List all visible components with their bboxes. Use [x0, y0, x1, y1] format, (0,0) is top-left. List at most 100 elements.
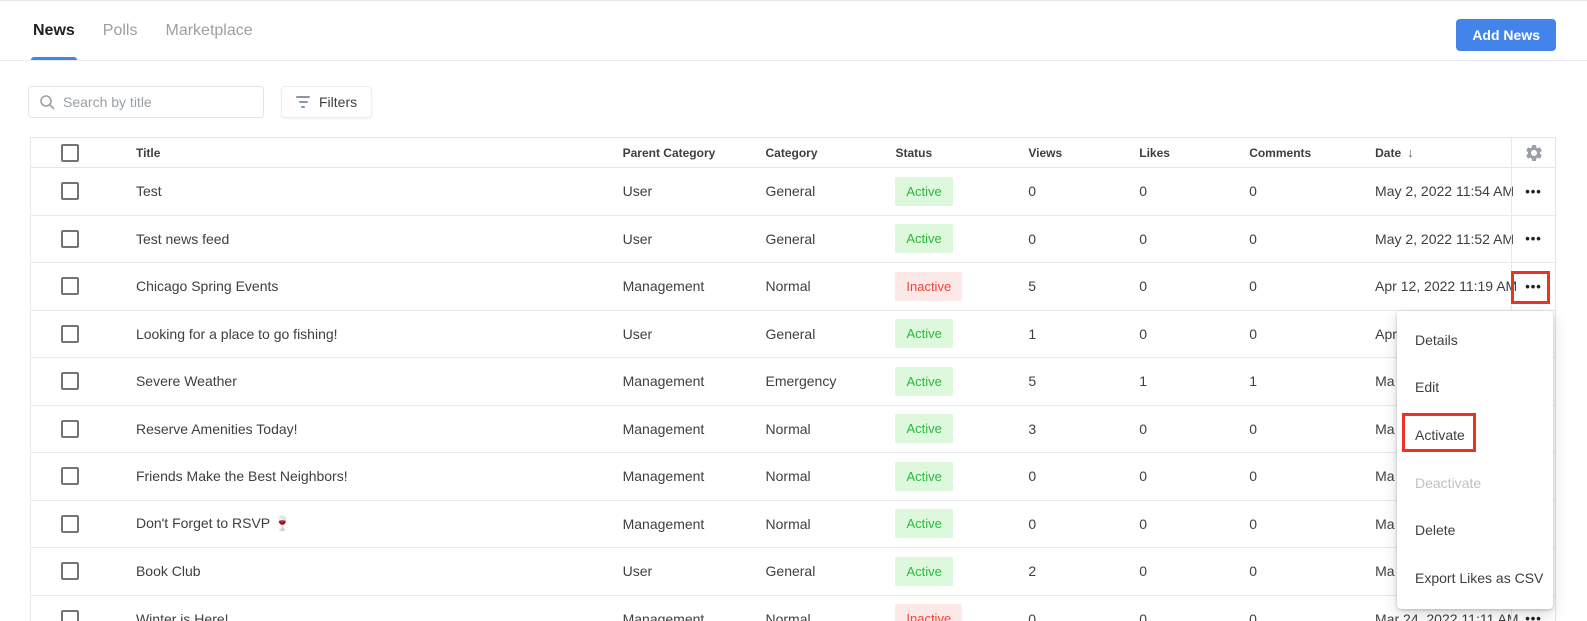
row-checkbox[interactable] — [61, 324, 79, 343]
add-news-button[interactable]: Add News — [1456, 19, 1556, 51]
row-date: Ma — [1375, 373, 1395, 390]
table-body: Test User General Active 0 0 0 May 2, 20… — [31, 168, 1555, 621]
row-parent-category: User — [622, 563, 653, 580]
row-checkbox[interactable] — [61, 277, 79, 296]
table-row[interactable]: Looking for a place to go fishing! User … — [31, 310, 1555, 358]
row-category: General — [765, 325, 816, 342]
status-badge: Active — [895, 176, 953, 206]
row-checkbox-cell — [31, 467, 136, 486]
gear-icon[interactable] — [1524, 143, 1544, 163]
row-status-cell: Inactive — [895, 604, 1028, 621]
tab-polls[interactable]: Polls — [102, 21, 138, 39]
row-comments: 0 — [1249, 325, 1257, 342]
row-title: Severe Weather — [135, 373, 237, 390]
row-views: 0 — [1028, 183, 1037, 200]
filters-button[interactable]: Filters — [281, 86, 373, 118]
table-row[interactable]: Don't Forget to RSVP 🍷 Management Normal… — [31, 500, 1555, 548]
row-checkbox[interactable] — [61, 229, 79, 248]
menu-item-delete[interactable]: Delete — [1415, 522, 1456, 539]
sort-desc-icon: ↓ — [1407, 145, 1414, 160]
select-all-checkbox[interactable] — [61, 143, 79, 162]
row-title: Chicago Spring Events — [135, 278, 279, 295]
row-title: Looking for a place to go fishing! — [135, 325, 338, 342]
row-views: 5 — [1028, 373, 1037, 390]
row-checkbox-cell — [31, 419, 136, 438]
row-checkbox-cell — [31, 324, 136, 343]
row-checkbox[interactable] — [61, 562, 79, 581]
row-comments: 0 — [1249, 230, 1257, 247]
menu-item-export-likes-as-csv[interactable]: Export Likes as CSV — [1415, 569, 1544, 586]
search-box[interactable] — [28, 86, 264, 118]
row-checkbox-cell — [31, 562, 136, 581]
search-input[interactable] — [63, 94, 253, 110]
row-title: Reserve Amenities Today! — [135, 420, 298, 437]
row-comments: 1 — [1249, 373, 1257, 390]
row-menu-button[interactable]: ••• — [1525, 278, 1542, 294]
row-actions-cell: ••• — [1511, 263, 1555, 310]
tab-news[interactable]: News — [31, 1, 77, 60]
table-row[interactable]: Reserve Amenities Today! Management Norm… — [31, 405, 1555, 453]
row-likes: 0 — [1139, 183, 1147, 200]
row-likes: 0 — [1139, 563, 1148, 580]
table-row[interactable]: Friends Make the Best Neighbors! Managem… — [31, 453, 1555, 501]
menu-item-edit[interactable]: Edit — [1415, 379, 1440, 396]
row-comments: 0 — [1249, 278, 1257, 295]
column-header-date[interactable]: Date ↓ — [1375, 145, 1414, 160]
row-status-cell: Active — [895, 461, 1028, 491]
status-badge: Active — [895, 366, 953, 396]
row-likes: 0 — [1139, 230, 1147, 247]
news-table: Title Parent Category Category Status Vi… — [30, 137, 1556, 621]
row-menu-button[interactable]: ••• — [1525, 231, 1542, 247]
table-header-row: Title Parent Category Category Status Vi… — [31, 138, 1555, 168]
row-comments: 0 — [1249, 468, 1257, 485]
filters-label: Filters — [319, 94, 358, 110]
row-date: Ma — [1375, 468, 1395, 485]
row-date: Apr — [1375, 325, 1397, 342]
status-badge: Active — [895, 319, 953, 349]
row-parent-category: Management — [622, 515, 705, 532]
row-date: Ma — [1375, 563, 1395, 580]
row-checkbox[interactable] — [61, 514, 79, 533]
menu-item-activate[interactable]: Activate — [1415, 426, 1465, 443]
row-comments: 0 — [1249, 420, 1257, 437]
row-actions-cell: ••• — [1511, 168, 1555, 215]
table-row[interactable]: Book Club User General Active 2 0 0 Ma •… — [31, 548, 1555, 596]
table-row[interactable]: Test User General Active 0 0 0 May 2, 20… — [31, 168, 1555, 216]
table-row[interactable]: Severe Weather Management Emergency Acti… — [31, 358, 1555, 406]
column-header-likes: Likes — [1139, 145, 1170, 160]
row-views: 5 — [1028, 278, 1037, 295]
row-parent-category: User — [622, 183, 653, 200]
row-comments: 0 — [1249, 183, 1257, 200]
row-menu-button[interactable]: ••• — [1525, 611, 1542, 621]
table-row[interactable]: Chicago Spring Events Management Normal … — [31, 263, 1555, 311]
row-likes: 0 — [1139, 278, 1147, 295]
row-status-cell: Active — [895, 319, 1028, 349]
status-badge: Active — [895, 509, 953, 539]
row-checkbox[interactable] — [61, 609, 79, 621]
row-checkbox[interactable] — [61, 419, 79, 438]
row-likes: 0 — [1139, 468, 1148, 485]
row-likes: 0 — [1139, 420, 1148, 437]
table-row[interactable]: Test news feed User General Active 0 0 0… — [31, 215, 1555, 263]
tab-marketplace[interactable]: Marketplace — [165, 21, 253, 39]
table-row[interactable]: Winter is Here! Management Normal Inacti… — [31, 595, 1555, 621]
row-checkbox[interactable] — [61, 467, 79, 486]
row-status-cell: Active — [895, 509, 1028, 539]
row-parent-category: Management — [622, 420, 705, 437]
row-views: 3 — [1028, 420, 1037, 437]
row-title: Don't Forget to RSVP 🍷 — [135, 515, 292, 532]
row-date: Ma — [1375, 515, 1395, 532]
row-category: General — [765, 563, 816, 580]
row-comments: 0 — [1249, 563, 1257, 580]
row-parent-category: Management — [622, 610, 705, 621]
row-status-cell: Active — [895, 176, 1028, 206]
row-menu-button[interactable]: ••• — [1525, 183, 1542, 199]
row-likes: 0 — [1139, 515, 1148, 532]
row-status-cell: Active — [895, 224, 1028, 254]
status-badge: Inactive — [895, 271, 963, 301]
row-date: Ma — [1375, 420, 1395, 437]
menu-item-details[interactable]: Details — [1415, 331, 1458, 348]
row-checkbox[interactable] — [61, 372, 79, 391]
row-checkbox[interactable] — [61, 182, 79, 201]
